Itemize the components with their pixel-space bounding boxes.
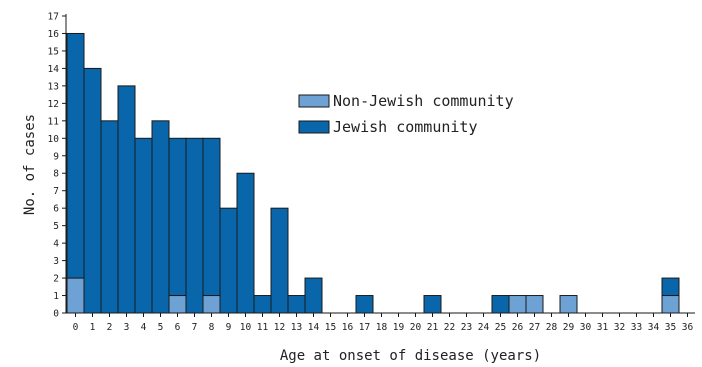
x-tick-label: 11: [257, 322, 269, 333]
legend-swatch-jewish: [298, 120, 330, 134]
x-tick-label: 16: [342, 322, 354, 333]
bar-jewish-age-21: [423, 295, 442, 314]
y-axis-title: No. of cases: [22, 114, 38, 215]
x-tick-label: 1: [90, 322, 96, 333]
y-tick-label: 4: [53, 239, 59, 250]
y-tick-label: 5: [53, 221, 59, 232]
bar-jewish-age-0: [66, 32, 85, 279]
y-tick-label: 6: [53, 204, 59, 215]
x-tick-label: 0: [73, 322, 79, 333]
bar-jewish-age-14: [304, 277, 323, 314]
x-tick-label: 7: [192, 322, 198, 333]
y-tick-label: 10: [48, 134, 60, 145]
y-tick-label: 13: [48, 81, 59, 92]
bar-jewish-age-2: [100, 120, 119, 314]
x-tick-label: 4: [141, 322, 147, 333]
x-tick-label: 24: [478, 322, 490, 333]
y-tick-label: 9: [53, 151, 59, 162]
x-tick-label: 27: [529, 322, 540, 333]
x-tick-label: 18: [376, 322, 388, 333]
legend-swatch-non-jewish: [298, 94, 330, 108]
bar-jewish-age-8: [202, 137, 221, 297]
x-tick-label: 9: [226, 322, 232, 333]
x-tick-label: 31: [597, 322, 609, 333]
y-tick-label: 3: [53, 256, 59, 267]
bar-non-jewish-age-6: [168, 295, 187, 314]
y-tick-label: 17: [48, 12, 59, 23]
bar-jewish-age-5: [151, 120, 170, 314]
x-tick-label: 35: [665, 322, 676, 333]
x-tick-label: 3: [124, 322, 130, 333]
x-tick-label: 22: [444, 322, 455, 333]
bars-group: [66, 32, 680, 314]
x-tick-label: 26: [512, 322, 524, 333]
y-tick-label: 15: [48, 46, 59, 57]
bar-jewish-age-9: [219, 207, 238, 314]
bar-jewish-age-10: [236, 172, 255, 314]
x-axis-title: Age at onset of disease (years): [280, 348, 541, 364]
x-tick-label: 6: [175, 322, 181, 333]
x-tick-label: 12: [274, 322, 285, 333]
y-tick-label: 0: [53, 309, 59, 320]
x-tick-label: 2: [107, 322, 113, 333]
x-tick-label: 17: [359, 322, 370, 333]
x-tick-label: 30: [580, 322, 592, 333]
bar-jewish-age-25: [491, 295, 510, 314]
x-tick-label: 32: [614, 322, 625, 333]
y-tick-label: 8: [53, 169, 59, 180]
x-tick-label: 36: [682, 322, 694, 333]
bar-jewish-age-1: [83, 67, 102, 314]
x-tick-label: 21: [427, 322, 439, 333]
bar-non-jewish-age-35: [661, 295, 680, 314]
bar-non-jewish-age-26: [508, 295, 527, 314]
bar-jewish-age-6: [168, 137, 187, 297]
legend-label-non-jewish: Non-Jewish community: [333, 92, 514, 110]
x-tick-label: 19: [393, 322, 405, 333]
x-tick-label: 29: [563, 322, 575, 333]
bar-non-jewish-age-27: [525, 295, 544, 314]
x-tick-label: 28: [546, 322, 558, 333]
bar-non-jewish-age-29: [559, 295, 578, 314]
bar-jewish-age-7: [185, 137, 204, 314]
y-tick-label: 16: [48, 29, 60, 40]
x-tick-label: 14: [308, 322, 320, 333]
bar-jewish-age-12: [270, 207, 289, 314]
bar-jewish-age-4: [134, 137, 153, 314]
y-tick-label: 7: [53, 186, 59, 197]
y-tick-label: 2: [53, 274, 59, 285]
y-tick-label: 12: [48, 99, 59, 110]
x-tick-label: 23: [461, 322, 472, 333]
x-tick-label: 34: [648, 322, 660, 333]
bar-jewish-age-11: [253, 295, 272, 314]
x-tick-label: 33: [631, 322, 642, 333]
x-tick-label: 13: [291, 322, 302, 333]
legend: Non-Jewish community Jewish community: [298, 92, 514, 136]
bar-non-jewish-age-0: [66, 277, 85, 314]
y-tick-label: 1: [53, 291, 59, 302]
bar-jewish-age-17: [355, 295, 374, 314]
bar-non-jewish-age-8: [202, 295, 221, 314]
y-tick-label: 14: [48, 64, 60, 75]
x-tick-label: 25: [495, 322, 506, 333]
bar-jewish-age-35: [661, 277, 680, 297]
x-tick-label: 8: [209, 322, 215, 333]
x-tick-label: 20: [410, 322, 422, 333]
x-tick-label: 5: [158, 322, 164, 333]
y-tick-label: 11: [48, 116, 60, 127]
bar-jewish-age-13: [287, 295, 306, 314]
x-tick-label: 10: [240, 322, 252, 333]
axes-group: [65, 14, 695, 314]
legend-label-jewish: Jewish community: [333, 118, 478, 136]
bar-jewish-age-3: [117, 85, 136, 314]
x-tick-label: 15: [325, 322, 336, 333]
